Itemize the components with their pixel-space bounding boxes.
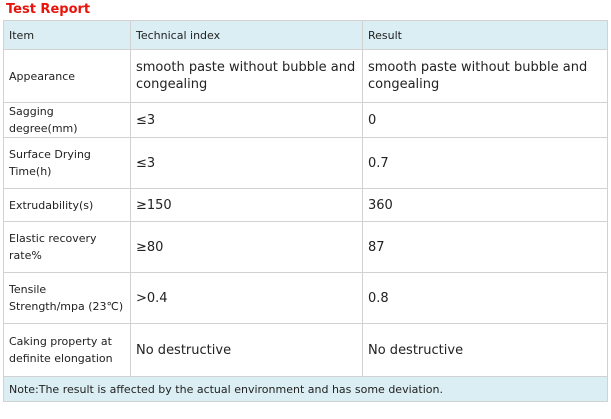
row-item: Extrudability(s) (3, 188, 131, 222)
row-technical-index: No destructive (130, 323, 363, 377)
row-result: 360 (362, 188, 608, 222)
row-technical-index: ≥150 (130, 188, 363, 222)
row-technical-index: ≤3 (130, 137, 363, 189)
row-result: 0.8 (362, 272, 608, 324)
row-item: Tensile Strength/mpa (23℃) (3, 272, 131, 324)
row-technical-index: ≥80 (130, 221, 363, 273)
header-item: Item (3, 20, 131, 50)
test-report-table: Item Technical index Result Appearance s… (3, 20, 608, 402)
table-row: Sagging degree(mm) ≤3 0 (3, 102, 608, 138)
table-row: Extrudability(s) ≥150 360 (3, 188, 608, 222)
row-technical-index: >0.4 (130, 272, 363, 324)
row-item: Appearance (3, 49, 131, 103)
table-row: Appearance smooth paste without bubble a… (3, 49, 608, 103)
table-note-row: Note:The result is affected by the actua… (3, 376, 608, 402)
table-row: Tensile Strength/mpa (23℃) >0.4 0.8 (3, 272, 608, 324)
header-technical-index: Technical index (130, 20, 363, 50)
row-result: No destructive (362, 323, 608, 377)
header-result: Result (362, 20, 608, 50)
row-technical-index: ≤3 (130, 102, 363, 138)
row-item: Elastic recovery rate% (3, 221, 131, 273)
row-result: 87 (362, 221, 608, 273)
row-result: 0 (362, 102, 608, 138)
row-technical-index: smooth paste without bubble and congeali… (130, 49, 363, 103)
row-item: Surface Drying Time(h) (3, 137, 131, 189)
row-item: Sagging degree(mm) (3, 102, 131, 138)
table-header-row: Item Technical index Result (3, 20, 608, 50)
table-row: Elastic recovery rate% ≥80 87 (3, 221, 608, 273)
table-row: Caking property at definite elongation N… (3, 323, 608, 377)
row-item: Caking property at definite elongation (3, 323, 131, 377)
table-row: Surface Drying Time(h) ≤3 0.7 (3, 137, 608, 189)
row-result: 0.7 (362, 137, 608, 189)
table-note: Note:The result is affected by the actua… (3, 376, 608, 402)
row-result: smooth paste without bubble and congeali… (362, 49, 608, 103)
report-title: Test Report (6, 2, 91, 17)
